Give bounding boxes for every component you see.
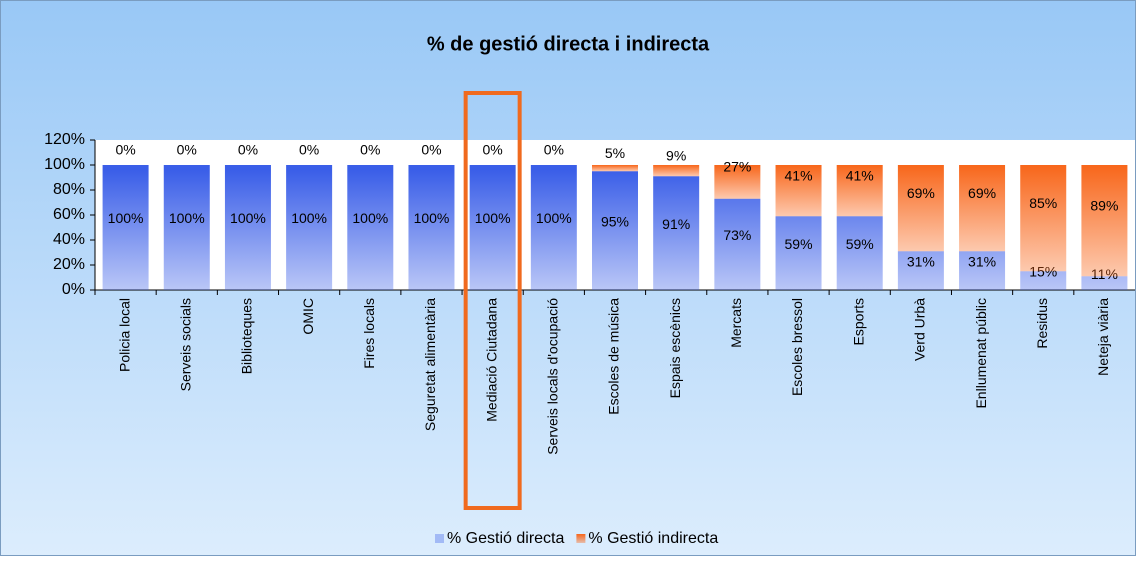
bar-segment [959,165,1006,252]
x-tick-label: Verd Urbà [912,298,928,361]
y-tick-label: 0% [62,281,85,298]
data-label: 0% [544,142,564,158]
bar-segment [1020,271,1067,290]
x-tick-label: Biblioteques [239,298,255,374]
x-tick-label: Mediació Ciutadana [483,298,499,422]
data-label: 59% [785,236,813,252]
bar-segment [714,198,761,290]
data-label: 0% [177,142,197,158]
data-label: 41% [846,167,874,183]
bar-segment [469,165,516,290]
data-label: 41% [785,167,813,183]
bar-segment [836,165,883,217]
bar-segment [224,165,271,290]
data-label: 100% [108,210,144,226]
data-label: 27% [723,159,751,175]
y-tick-label: 120% [44,131,85,148]
x-tick-label: Esports [850,298,866,345]
y-tick-label: 20% [53,256,85,273]
data-label: 100% [230,210,266,226]
x-tick-label: Mercats [728,298,744,348]
data-label: 91% [662,216,690,232]
y-tick-label: 80% [53,181,85,198]
legend-swatch [576,534,586,543]
bar-segment [530,165,577,290]
data-label: 0% [115,142,135,158]
x-tick-label: OMIC [300,298,316,335]
bar-segment [347,165,394,290]
x-tick-label: Escoles de música [606,298,622,415]
bar-segment [592,165,638,172]
x-tick-label: Espais escènics [667,298,683,398]
x-tick-label: Seguretat alimentària [422,298,438,431]
data-label: 73% [723,227,751,243]
data-label: 9% [666,147,686,163]
bar-segment [897,165,944,252]
legend-label: % Gestió indirecta [588,530,718,547]
bar-segment [653,165,700,177]
data-label: 0% [238,142,258,158]
y-tick-label: 60% [53,206,85,223]
data-label: 89% [1090,197,1118,213]
data-label: 0% [483,142,503,158]
data-label: 69% [968,185,996,201]
bar-segment [102,165,149,290]
data-label: 100% [169,210,205,226]
data-label: 100% [475,210,511,226]
data-label: 100% [352,210,388,226]
bar-segment [1081,165,1128,277]
data-label: 0% [360,142,380,158]
data-label: 100% [414,210,450,226]
bar-segment [1081,276,1128,290]
bar-segment [959,251,1006,290]
data-label: 69% [907,185,935,201]
bar-segment [775,165,822,217]
data-label: 85% [1029,195,1057,211]
x-tick-label: Serveis socials [177,298,193,391]
x-tick-label: Neteja viària [1095,298,1111,376]
x-tick-label: Escoles bressol [789,298,805,396]
bar-segment [408,165,455,290]
data-label: 100% [291,210,327,226]
highlight-frame [463,91,522,510]
bar-segment [653,176,700,290]
y-tick-label: 40% [53,231,85,248]
data-label: 31% [968,253,996,269]
data-label: 0% [421,142,441,158]
x-tick-label: Enllumenat públic [973,298,989,409]
bar-segment [836,216,883,290]
bar-segment [897,251,944,290]
bar-segment [714,165,761,199]
bar-segment [1020,165,1067,272]
data-label: 0% [299,142,319,158]
legend-swatch [435,534,444,543]
bar-segment [592,171,638,290]
data-label: 59% [846,236,874,252]
x-tick-label: Residus [1034,298,1050,349]
y-tick-label: 100% [44,156,85,173]
x-tick-label: Policia local [116,298,132,372]
x-tick-label: Serveis locals d'ocupació [545,298,561,455]
bar-segment [775,216,822,290]
data-label: 95% [601,213,629,229]
x-tick-label: Fires locals [361,298,377,369]
bar-segment [163,165,210,290]
chart-title: % de gestió directa i indirecta [427,33,710,55]
data-label: 31% [907,253,935,269]
data-label: 100% [536,210,572,226]
bar-segment [286,165,333,290]
data-label: 5% [605,145,625,161]
legend-label: % Gestió directa [447,530,564,547]
